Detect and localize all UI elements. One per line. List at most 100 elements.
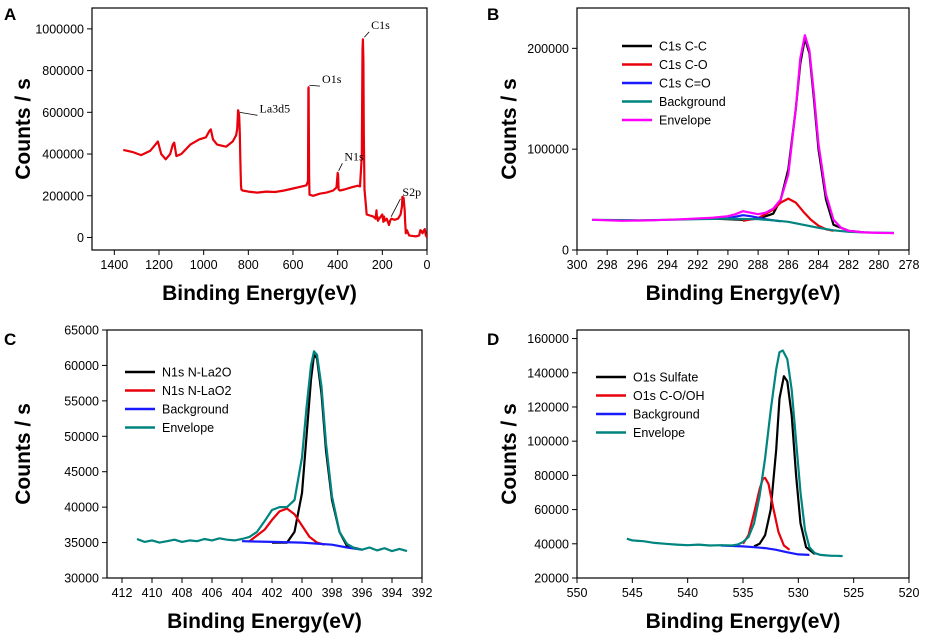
annotation-leader-a-c1s xyxy=(364,31,370,38)
x-tick-label-d: 550 xyxy=(567,586,588,600)
y-tick-label-c: 65000 xyxy=(64,324,99,338)
x-tick-label-b: 296 xyxy=(627,258,648,272)
x-tick-label-a: 1400 xyxy=(100,258,128,272)
y-tick-label-a: 800000 xyxy=(42,64,84,78)
x-tick-label-c: 412 xyxy=(112,586,133,600)
panel-label-d: D xyxy=(487,330,499,349)
x-tick-label-a: 1000 xyxy=(190,258,218,272)
y-tick-label-a: 200000 xyxy=(42,189,84,203)
x-axis-label-c: Binding Energy(eV) xyxy=(167,610,362,633)
legend-label-d-envelope: Envelope xyxy=(633,426,685,440)
series-line-d-background xyxy=(720,544,810,556)
x-tick-label-c: 400 xyxy=(292,586,313,600)
annotation-leader-a-o1s xyxy=(309,84,321,87)
legend-label-d-background: Background xyxy=(633,408,700,422)
x-axis-label-a: Binding Energy(eV) xyxy=(162,282,357,305)
series-line-c-n1s-n-la2o xyxy=(272,353,363,551)
y-tick-label-c: 30000 xyxy=(64,572,99,586)
x-tick-label-c: 406 xyxy=(202,586,223,600)
series-line-c-background xyxy=(241,540,363,551)
y-tick-label-d: 140000 xyxy=(527,366,569,380)
y-tick-label-b: 0 xyxy=(562,244,569,258)
legend-label-c-n1s-n-lao2: N1s N-LaO2 xyxy=(162,384,232,398)
legend-label-b-background: Background xyxy=(659,95,726,109)
y-tick-label-c: 45000 xyxy=(64,465,99,479)
x-tick-label-d: 545 xyxy=(622,586,643,600)
panel-label-c: C xyxy=(4,330,16,349)
y-axis-label-d: Counts / s xyxy=(498,403,521,505)
x-tick-label-b: 286 xyxy=(778,258,799,272)
x-tick-label-d: 530 xyxy=(788,586,809,600)
x-tick-label-b: 288 xyxy=(748,258,769,272)
legend-label-b-c1s-c-o: C1s C-O xyxy=(659,58,708,72)
y-tick-label-c: 55000 xyxy=(64,394,99,408)
x-tick-label-d: 535 xyxy=(733,586,754,600)
y-tick-label-d: 40000 xyxy=(534,537,569,551)
x-tick-label-b: 280 xyxy=(868,258,889,272)
x-tick-label-a: 600 xyxy=(283,258,304,272)
series-line-b-envelope xyxy=(592,34,894,235)
x-tick-label-c: 398 xyxy=(322,586,343,600)
y-axis-label-c: Counts / s xyxy=(12,403,35,505)
y-tick-label-c: 60000 xyxy=(64,359,99,373)
x-axis-label-b: Binding Energy(eV) xyxy=(646,282,841,305)
x-tick-label-c: 410 xyxy=(142,586,163,600)
plot-frame-b xyxy=(576,7,910,251)
y-tick-label-b: 100000 xyxy=(527,143,569,157)
chart-panel-b: 300 298 296 294 292 290 288 286 284 282 280 278 0 100… xyxy=(487,5,919,305)
y-tick-label-c: 40000 xyxy=(64,501,99,515)
x-tick-label-b: 284 xyxy=(808,258,829,272)
panel-label-b: B xyxy=(487,5,499,24)
plot-frame-a xyxy=(91,7,428,251)
x-tick-label-b: 294 xyxy=(657,258,678,272)
x-tick-label-a: 200 xyxy=(372,258,393,272)
chart-panel-a: 1400 1200 1000 800 600 400 200 0 0 200000 400000 60… xyxy=(4,5,431,305)
series-line-d-o1s-c-o-oh xyxy=(742,476,791,551)
series-line-d-envelope xyxy=(626,349,843,558)
x-tick-label-c: 394 xyxy=(382,586,403,600)
x-tick-label-c: 408 xyxy=(172,586,193,600)
series-line-c-n1s-n-lao2 xyxy=(248,507,325,546)
annotation-a-c1s: C1s xyxy=(371,18,390,32)
legend-label-d-o1s-sulfate: O1s Sulfate xyxy=(633,371,698,385)
legend-label-c-envelope: Envelope xyxy=(162,421,214,435)
y-tick-label-c: 50000 xyxy=(64,430,99,444)
legend-label-b-envelope: Envelope xyxy=(659,114,711,128)
x-tick-label-c: 402 xyxy=(262,586,283,600)
y-axis-label-b: Counts / s xyxy=(498,78,521,180)
annotation-leader-a-s2p xyxy=(390,198,401,217)
x-tick-label-d: 540 xyxy=(677,586,698,600)
panel-label-a: A xyxy=(4,5,16,24)
annotation-leader-a-n1s xyxy=(338,163,343,171)
y-tick-label-c: 35000 xyxy=(64,536,99,550)
x-tick-label-c: 404 xyxy=(232,586,253,600)
y-tick-label-a: 0 xyxy=(77,231,84,245)
y-tick-label-a: 600000 xyxy=(42,106,84,120)
y-tick-label-d: 100000 xyxy=(527,435,569,449)
chart-panel-c: 412 410 408 406 404 402 400 398 396 394 392 30000 35… xyxy=(4,324,432,634)
x-tick-label-b: 290 xyxy=(717,258,738,272)
x-tick-label-c: 392 xyxy=(412,586,433,600)
y-tick-label-d: 80000 xyxy=(534,469,569,483)
x-tick-label-b: 300 xyxy=(567,258,588,272)
x-tick-label-d: 520 xyxy=(899,586,920,600)
series-line-c-envelope xyxy=(136,350,408,553)
x-tick-label-c: 396 xyxy=(352,586,373,600)
x-tick-label-b: 292 xyxy=(687,258,708,272)
x-tick-label-d: 525 xyxy=(843,586,864,600)
x-tick-label-a: 800 xyxy=(238,258,259,272)
series-line-b-c1s-c-c xyxy=(712,37,864,234)
y-tick-label-d: 160000 xyxy=(527,332,569,346)
legend-label-c-background: Background xyxy=(162,403,229,417)
x-tick-label-b: 278 xyxy=(899,258,920,272)
x-tick-label-b: 298 xyxy=(597,258,618,272)
y-tick-label-b: 200000 xyxy=(527,42,569,56)
chart-panel-d: 550 545 540 535 530 525 520 20000 40000 60000 8000… xyxy=(487,329,920,633)
y-tick-label-d: 60000 xyxy=(534,503,569,517)
annotation-a-la3d5: La3d5 xyxy=(260,101,291,115)
x-tick-label-a: 400 xyxy=(327,258,348,272)
x-axis-label-d: Binding Energy(eV) xyxy=(646,610,841,633)
annotation-a-s2p: S2p xyxy=(402,185,421,199)
legend-label-b-c1s-c-c: C1s C-C xyxy=(659,40,707,54)
y-tick-label-a: 400000 xyxy=(42,148,84,162)
